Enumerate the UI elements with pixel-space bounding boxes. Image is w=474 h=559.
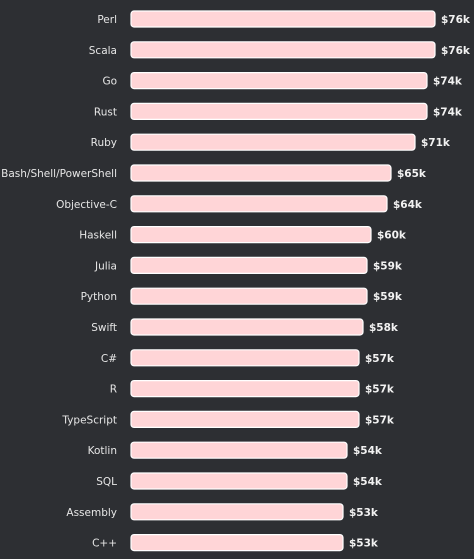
category-label: C++ (92, 538, 117, 550)
category-label: SQL (96, 476, 117, 488)
value-label: $57k (365, 384, 395, 396)
category-label: C# (101, 353, 117, 365)
category-label: Julia (94, 260, 117, 272)
bar (130, 71, 428, 90)
value-label: $53k (349, 507, 379, 519)
bar (130, 410, 360, 428)
bar (130, 472, 348, 490)
bar (130, 318, 364, 336)
value-label: $53k (349, 538, 379, 550)
bar (130, 102, 428, 121)
value-label: $76k (441, 14, 471, 26)
bar (130, 256, 368, 274)
value-label: $64k (393, 199, 423, 211)
value-label: $74k (433, 106, 463, 118)
bar (130, 164, 392, 182)
category-label: Perl (97, 14, 117, 26)
value-label: $74k (433, 76, 463, 88)
value-label: $57k (365, 414, 395, 426)
category-label: R (110, 384, 117, 396)
category-label: Rust (94, 106, 117, 118)
bar (130, 226, 372, 244)
bar (130, 41, 436, 59)
bar (130, 195, 388, 213)
value-label: $54k (353, 445, 383, 457)
value-label: $54k (353, 476, 383, 488)
value-label: $58k (369, 322, 399, 334)
value-label: $71k (421, 137, 451, 149)
category-label: Python (81, 291, 117, 303)
category-label: Bash/Shell/PowerShell (1, 168, 117, 180)
bar (130, 287, 368, 305)
value-label: $76k (441, 45, 471, 57)
value-label: $59k (373, 291, 403, 303)
category-label: Objective-C (56, 199, 117, 211)
category-label: Go (102, 76, 117, 88)
bar (130, 441, 348, 459)
bar (130, 10, 436, 28)
bars-group: Perl $76k Scala $76k Go $74k Rust $74k Ruby $71k B… (1, 10, 471, 552)
bar (130, 380, 360, 398)
value-label: $60k (377, 230, 407, 242)
value-label: $65k (397, 168, 427, 180)
value-label: $57k (365, 353, 395, 365)
bar (130, 349, 360, 367)
category-label: TypeScript (61, 414, 117, 426)
category-label: Kotlin (88, 445, 117, 457)
bar (130, 133, 416, 151)
bar (130, 533, 344, 552)
category-label: Ruby (91, 137, 117, 149)
category-label: Haskell (79, 230, 117, 242)
category-label: Scala (89, 45, 117, 57)
bar (130, 503, 344, 521)
value-label: $59k (373, 260, 403, 272)
category-label: Swift (91, 322, 117, 334)
category-label: Assembly (66, 507, 117, 519)
